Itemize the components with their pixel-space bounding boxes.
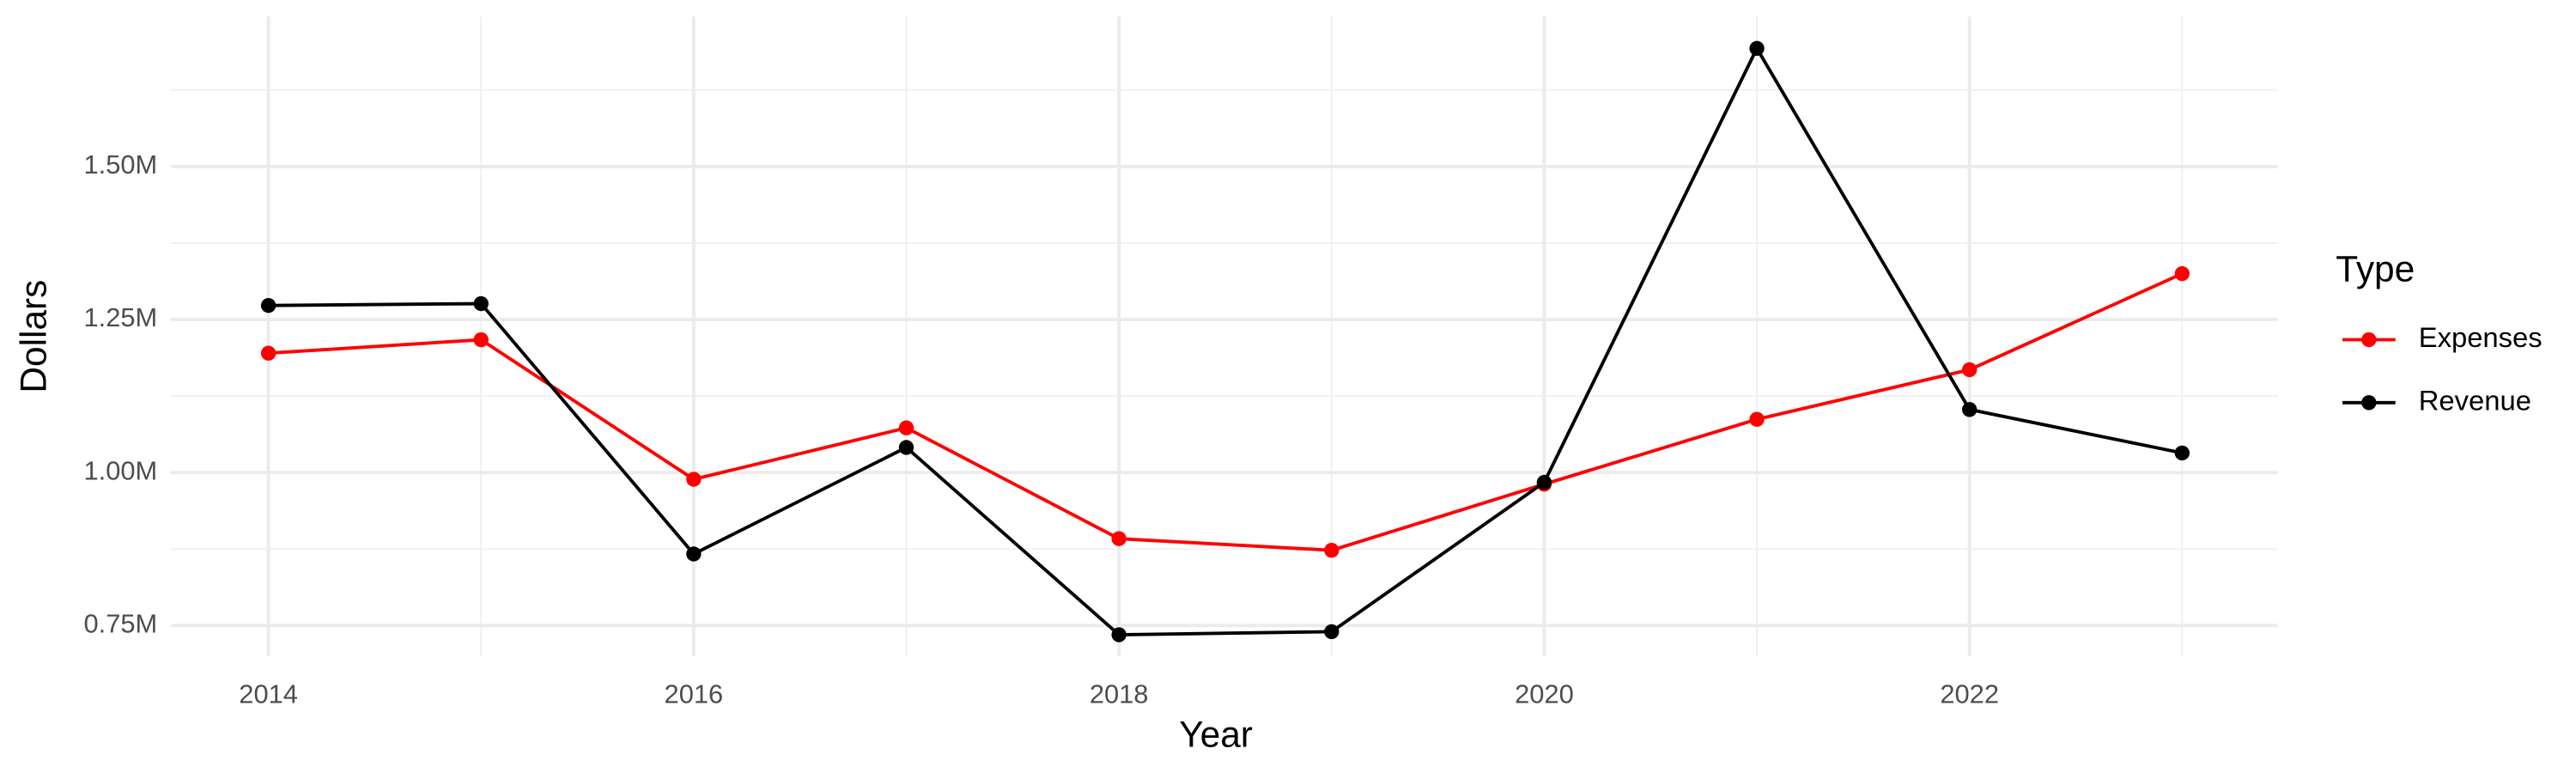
data-point — [898, 420, 914, 435]
grid — [170, 16, 2278, 656]
y-axis-title: Dollars — [14, 280, 54, 393]
legend-label: Expenses — [2419, 321, 2543, 353]
data-point — [1961, 402, 1978, 417]
x-tick-label: 2014 — [239, 679, 298, 709]
data-point — [2174, 445, 2190, 461]
x-tick-label: 2022 — [1940, 679, 1999, 709]
legend-label: Revenue — [2419, 384, 2531, 416]
data-point — [686, 546, 702, 562]
data-point — [473, 332, 489, 348]
data-point — [1111, 627, 1127, 642]
data-point — [1749, 40, 1765, 57]
y-tick-label: 1.00M — [83, 455, 157, 485]
data-point — [1324, 543, 1340, 558]
y-tick-label: 1.25M — [83, 302, 157, 332]
data-point — [2174, 265, 2190, 282]
series-line — [268, 45, 2183, 636]
data-point — [1111, 531, 1127, 546]
data-point — [1961, 362, 1978, 378]
data-point — [898, 440, 914, 455]
data-point — [1749, 411, 1765, 427]
data-point — [1536, 474, 1552, 490]
x-tick-label: 2018 — [1090, 679, 1149, 709]
legend-title: Type — [2336, 249, 2415, 289]
data-point — [260, 345, 276, 361]
x-tick-label: 2020 — [1515, 679, 1574, 709]
series-line — [268, 271, 2184, 552]
data-point — [1324, 624, 1340, 640]
data-point — [473, 295, 489, 312]
y-tick-label: 1.50M — [83, 149, 157, 180]
data-point — [260, 297, 276, 313]
y-tick-label: 0.75M — [83, 609, 157, 639]
data-point — [686, 472, 702, 487]
x-axis-title: Year — [1179, 715, 1253, 755]
legend-key-point — [2361, 395, 2377, 411]
x-tick-label: 2016 — [665, 679, 724, 709]
legend-key-point — [2361, 332, 2377, 348]
